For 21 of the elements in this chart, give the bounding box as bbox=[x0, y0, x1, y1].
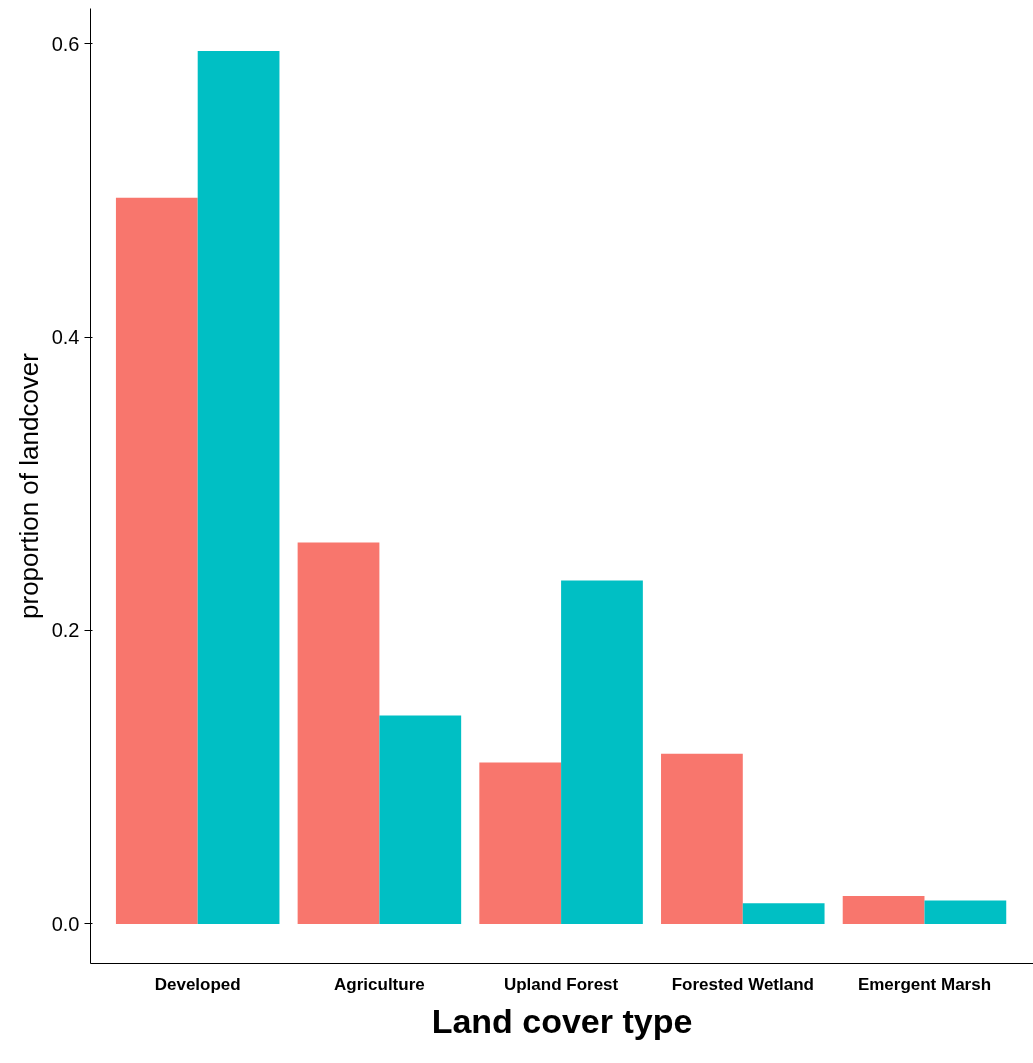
x-tick-label: Forested Wetland bbox=[671, 974, 814, 994]
x-tick-label: Developed bbox=[154, 974, 241, 994]
y-tick-label: 0.6 bbox=[51, 32, 80, 55]
bar bbox=[742, 903, 825, 924]
bar bbox=[561, 580, 643, 924]
bar bbox=[479, 762, 562, 924]
y-tick-label: 0.0 bbox=[51, 912, 80, 935]
bar bbox=[661, 753, 743, 924]
bar bbox=[924, 900, 1007, 924]
bar bbox=[197, 51, 280, 924]
x-tick-label: Agriculture bbox=[334, 974, 425, 994]
bar bbox=[297, 542, 380, 924]
x-tick-label: Upland Forest bbox=[503, 974, 619, 994]
bar bbox=[842, 896, 925, 924]
y-tick-label: 0.4 bbox=[51, 326, 80, 349]
y-axis-title: proportion of landcover bbox=[13, 352, 44, 619]
bar bbox=[379, 715, 462, 924]
x-axis-title: Land cover type bbox=[431, 1001, 693, 1040]
x-tick-label: Emergent Marsh bbox=[857, 974, 992, 994]
bar bbox=[115, 197, 198, 924]
y-tick-label: 0.2 bbox=[51, 619, 80, 642]
